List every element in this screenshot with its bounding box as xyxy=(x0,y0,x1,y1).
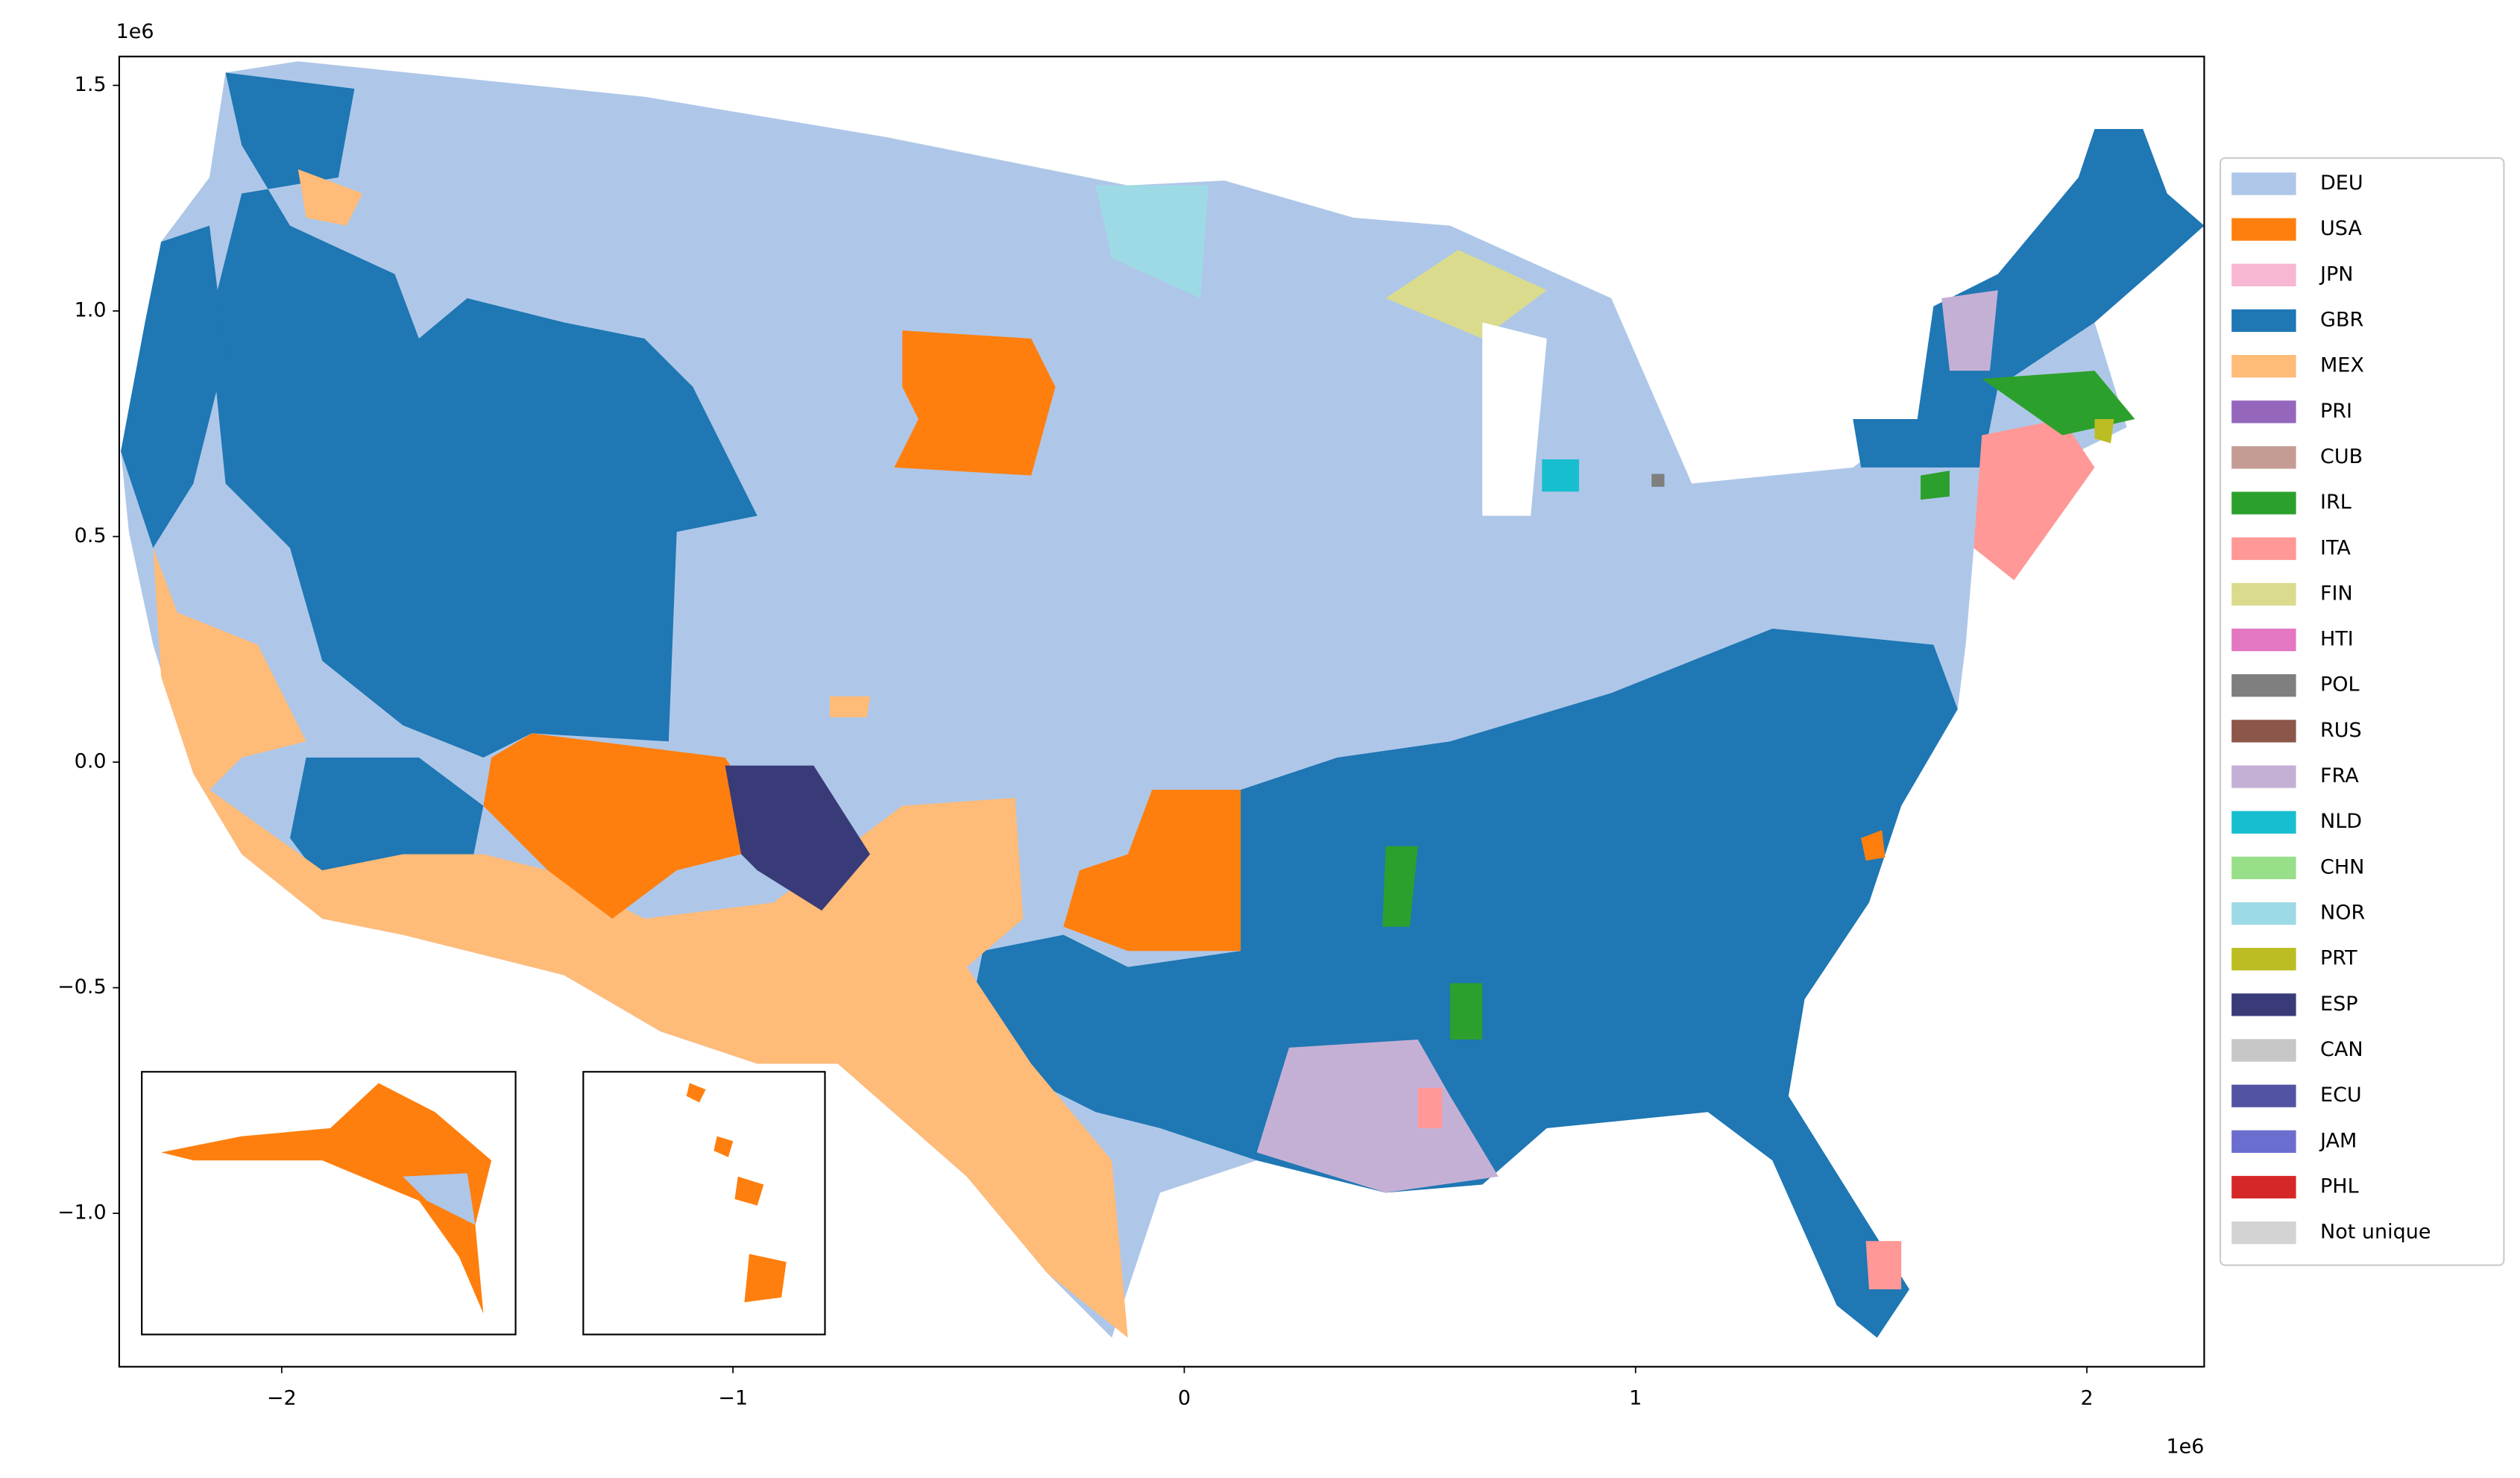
region xyxy=(121,225,226,548)
region xyxy=(1095,185,1209,298)
y-tick-label: −1.0 xyxy=(57,1201,107,1224)
legend-label: NOR xyxy=(2320,902,2365,925)
legend-swatch xyxy=(2231,309,2296,333)
legend-swatch xyxy=(2231,537,2296,560)
region xyxy=(1941,290,1998,371)
legend-label: FIN xyxy=(2320,582,2353,605)
legend-label: GBR xyxy=(2320,308,2363,331)
region xyxy=(2094,419,2114,444)
y-tick-label: 0.5 xyxy=(75,524,107,547)
legend-label: PRI xyxy=(2320,400,2352,423)
legend-label: JAM xyxy=(2319,1129,2357,1152)
legend-swatch xyxy=(2231,1130,2296,1153)
region xyxy=(734,1176,764,1206)
region xyxy=(1542,459,1579,492)
legend-label: CHN xyxy=(2320,855,2364,878)
region xyxy=(1853,129,2205,468)
axes-frame xyxy=(118,55,2205,1368)
legend-label: PRT xyxy=(2320,947,2357,970)
legend-label: CUB xyxy=(2320,445,2363,468)
legend-swatch xyxy=(2231,218,2296,241)
legend-swatch xyxy=(2231,491,2296,515)
x-tick-label: 0 xyxy=(1178,1386,1191,1409)
legend-swatch xyxy=(2231,948,2296,971)
region xyxy=(686,1083,706,1103)
y-tick-label: 1.0 xyxy=(75,298,107,321)
y-tick-label: 1.5 xyxy=(75,73,107,96)
legend-swatch xyxy=(2231,811,2296,834)
legend-swatch xyxy=(2231,263,2296,286)
region xyxy=(1382,846,1418,927)
region xyxy=(1256,1040,1499,1193)
region xyxy=(1651,474,1665,487)
lake xyxy=(1482,322,1547,516)
legend-swatch xyxy=(2231,902,2296,925)
legend-swatch xyxy=(2231,582,2296,606)
legend-swatch xyxy=(2231,172,2296,195)
legend-label: ECU xyxy=(2320,1084,2362,1107)
region xyxy=(1921,471,1950,500)
legend-label: PHL xyxy=(2320,1175,2359,1198)
legend-swatch xyxy=(2231,720,2296,743)
region xyxy=(483,733,757,919)
region xyxy=(403,1173,476,1225)
legend-swatch xyxy=(2231,674,2296,697)
legend-label: IRL xyxy=(2320,491,2352,514)
region xyxy=(966,628,1958,1338)
legend-swatch xyxy=(2231,856,2296,880)
region xyxy=(829,696,871,717)
y-offset-label: 1e6 xyxy=(116,20,154,43)
y-tick-label: −0.5 xyxy=(57,975,107,999)
x-offset-label: 1e6 xyxy=(2166,1435,2204,1458)
legend-label: USA xyxy=(2320,217,2362,240)
region xyxy=(725,765,871,911)
legend-label: JPN xyxy=(2319,262,2353,286)
hawaii-inset xyxy=(582,1071,826,1336)
x-tick-label: 1 xyxy=(1629,1386,1642,1409)
legend-swatch xyxy=(2231,1175,2296,1199)
legend-label: HTI xyxy=(2320,628,2354,651)
region xyxy=(209,72,757,758)
legend-label: ITA xyxy=(2320,536,2351,559)
legend-swatch xyxy=(2231,765,2296,788)
legend-label: Not unique xyxy=(2320,1221,2431,1244)
y-tick-label: 0.0 xyxy=(75,750,107,773)
region xyxy=(1063,790,1241,952)
legend-label: FRA xyxy=(2320,764,2359,787)
region xyxy=(1417,1087,1443,1128)
legend-swatch xyxy=(2231,1039,2296,1062)
legend-swatch xyxy=(2231,628,2296,652)
legend-swatch xyxy=(2231,355,2296,378)
legend-swatch xyxy=(2231,400,2296,424)
region xyxy=(1865,1241,1902,1290)
map xyxy=(121,61,2205,1338)
legend-label: NLD xyxy=(2320,810,2362,833)
region xyxy=(153,547,1128,1338)
legend-swatch xyxy=(2231,1084,2296,1107)
x-tick-label: 2 xyxy=(2080,1386,2093,1409)
legend-label: CAN xyxy=(2320,1038,2363,1061)
legend-label: RUS xyxy=(2320,719,2362,742)
region xyxy=(744,1254,787,1303)
region xyxy=(1974,419,2095,581)
region xyxy=(1861,830,1886,861)
region xyxy=(161,1083,492,1314)
legend-label: POL xyxy=(2320,673,2360,696)
legend xyxy=(2219,157,2505,1266)
legend-swatch xyxy=(2231,993,2296,1016)
legend-swatch xyxy=(2231,1221,2296,1245)
region xyxy=(894,330,1056,476)
region xyxy=(1450,983,1483,1040)
x-tick-label: −2 xyxy=(267,1386,297,1409)
legend-label: MEX xyxy=(2320,354,2364,377)
region xyxy=(297,169,363,226)
region xyxy=(1385,250,1547,339)
region xyxy=(714,1136,734,1157)
legend-swatch xyxy=(2231,446,2296,469)
x-tick-label: −1 xyxy=(718,1386,748,1409)
legend-label: ESP xyxy=(2320,993,2357,1016)
legend-label: DEU xyxy=(2320,172,2363,195)
